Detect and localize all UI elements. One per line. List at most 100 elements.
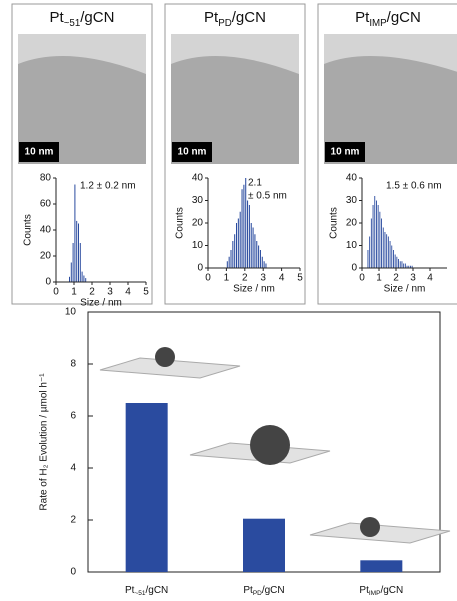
histogram-bar <box>80 243 81 282</box>
cluster-illustration <box>250 425 290 465</box>
histogram-bar <box>402 261 403 268</box>
x-tick-label: 1 <box>376 273 382 284</box>
histogram-bar <box>243 185 244 268</box>
y-tick-label: 0 <box>45 277 51 288</box>
histogram-bar <box>234 234 235 268</box>
x-tick-label: 2 <box>89 287 95 298</box>
bar <box>360 560 402 572</box>
histogram-bar <box>78 224 79 283</box>
histogram-bar <box>242 189 243 268</box>
x-tick-label: 1 <box>71 287 77 298</box>
y-tick-label: 0 <box>70 567 76 578</box>
annotation: 2.1 <box>248 178 262 189</box>
y-axis-label: Rate of H₂ Evolution / µmol h⁻¹ <box>39 373 50 511</box>
x-tick-label: 1 <box>224 273 230 284</box>
histogram-bar <box>398 259 399 268</box>
histogram-bar <box>265 264 266 269</box>
histogram-bar <box>227 261 228 268</box>
x-tick-label: 4 <box>279 273 285 284</box>
histogram-bar <box>230 250 231 268</box>
x-tick-label: PtIMP/gCN <box>359 585 403 598</box>
histogram-bar <box>254 234 255 268</box>
histogram-bar <box>393 250 394 268</box>
histogram-bar <box>371 219 372 269</box>
y-tick-label: 60 <box>40 199 52 210</box>
x-tick-label: 4 <box>427 273 433 284</box>
x-tick-label: 4 <box>125 287 131 298</box>
histogram-bar <box>260 250 261 268</box>
histogram-bar <box>249 205 250 268</box>
histogram-bar <box>251 223 252 268</box>
x-tick-label: Pt~51/gCN <box>125 585 168 598</box>
x-tick-label: 2 <box>242 273 248 284</box>
y-tick-label: 40 <box>346 173 358 184</box>
histogram-bar <box>85 278 86 282</box>
y-tick-label: 2 <box>70 515 76 526</box>
x-tick-label: 0 <box>205 273 211 284</box>
cluster-illustration <box>155 347 175 367</box>
y-tick-label: 30 <box>192 195 204 206</box>
x-tick-label: PtPD/gCN <box>243 585 284 598</box>
figure: Pt~51/gCN10 nm020406080012345Size / nmCo… <box>0 0 457 601</box>
x-tick-label: 3 <box>410 273 416 284</box>
histogram-bar <box>82 272 83 282</box>
y-axis-label: Counts <box>329 207 340 239</box>
x-tick-label: 0 <box>359 273 365 284</box>
histogram-bar <box>373 205 374 268</box>
histogram-bar <box>238 219 239 269</box>
x-tick-label: 2 <box>393 273 399 284</box>
bar <box>243 519 285 572</box>
histogram-bar <box>376 201 377 269</box>
y-tick-label: 0 <box>351 263 357 274</box>
histogram-bar <box>245 178 246 268</box>
histogram-bar <box>400 261 401 268</box>
histogram-bar <box>262 257 263 268</box>
histogram-bar <box>390 241 391 268</box>
y-axis-label: Counts <box>175 207 186 239</box>
histogram-bar <box>383 228 384 269</box>
y-tick-label: 20 <box>192 218 204 229</box>
y-tick-label: 20 <box>40 251 52 262</box>
x-tick-label: 5 <box>143 287 149 298</box>
histogram-bar <box>396 257 397 268</box>
annotation: 1.5 ± 0.6 nm <box>386 181 442 192</box>
histogram-bar <box>385 232 386 268</box>
scale-bar-label: 10 nm <box>25 147 54 158</box>
histogram-bar <box>403 264 404 269</box>
histogram-bar <box>236 223 237 268</box>
histogram-bar <box>374 196 375 268</box>
x-axis-label: Size / nm <box>80 298 122 309</box>
histogram-bar <box>381 219 382 269</box>
x-axis-label: Size / nm <box>233 284 275 295</box>
y-tick-label: 6 <box>70 411 76 422</box>
histogram-bar <box>74 185 75 283</box>
y-tick-label: 8 <box>70 359 76 370</box>
y-tick-label: 20 <box>346 218 358 229</box>
y-tick-label: 4 <box>70 463 76 474</box>
axis-frame <box>56 178 146 282</box>
panel-title: Pt~51/gCN <box>50 9 115 29</box>
bar <box>126 403 168 572</box>
histogram-bar <box>247 201 248 269</box>
histogram-bar <box>83 276 84 283</box>
histogram-bar <box>256 241 257 268</box>
histogram-bar <box>368 250 369 268</box>
histogram-bar <box>73 243 74 282</box>
y-tick-label: 30 <box>346 195 358 206</box>
y-tick-label: 40 <box>192 173 204 184</box>
y-tick-label: 10 <box>192 240 204 251</box>
x-tick-label: 3 <box>260 273 266 284</box>
histogram-bar <box>71 263 72 283</box>
histogram-bar <box>69 277 70 282</box>
y-tick-label: 10 <box>346 240 358 251</box>
histogram-bar <box>76 221 77 282</box>
histogram-bar <box>378 205 379 268</box>
x-tick-label: 3 <box>107 287 113 298</box>
panel-title: PtIMP/gCN <box>355 9 421 29</box>
histogram-bar <box>388 237 389 269</box>
histogram-bar <box>386 234 387 268</box>
histogram-bar <box>395 255 396 269</box>
